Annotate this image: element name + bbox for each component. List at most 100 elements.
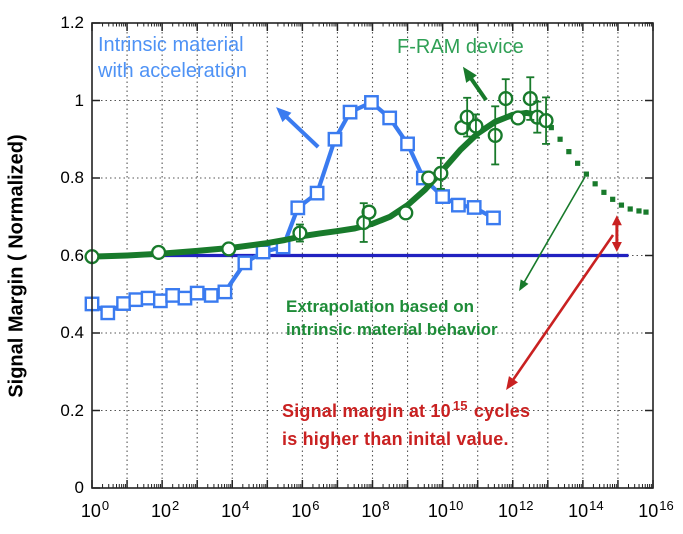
annotation-note-superscript: 15 xyxy=(452,398,468,413)
extrapolation-dot xyxy=(566,149,572,155)
blue-data-point xyxy=(486,210,501,226)
plot-border xyxy=(91,22,654,489)
y-tick-label: 1 xyxy=(74,90,84,110)
arrow-head xyxy=(462,66,477,83)
blue-data-point xyxy=(451,197,466,213)
blue-data-point xyxy=(116,296,131,311)
annotation-note-part1: Signal margin at 10 xyxy=(282,401,451,421)
x-tick-exponent: 2 xyxy=(172,498,180,513)
annotation-note-line2: is higher than inital value. xyxy=(282,429,509,449)
blue-data-point xyxy=(203,288,219,303)
signal-note-arrow xyxy=(509,234,615,385)
x-tick-exponent: 4 xyxy=(242,498,250,513)
green-data-point xyxy=(398,205,414,221)
intrinsic-label-arrow xyxy=(281,111,320,149)
arrow-head xyxy=(611,215,622,226)
blue-data-point xyxy=(217,284,233,300)
extrapolation-dot xyxy=(557,136,563,142)
blue-data-point xyxy=(100,305,116,321)
x-tick-base: 10 xyxy=(361,501,382,521)
annotation-fram-label: F-RAM device xyxy=(397,36,524,58)
blue-data-point xyxy=(152,293,168,309)
x-tick-exponent: 8 xyxy=(382,498,390,513)
arrow-head xyxy=(276,107,292,123)
x-tick-label: 1014 xyxy=(568,498,604,522)
x-tick-exponent: 16 xyxy=(659,498,674,513)
x-tick-label: 104 xyxy=(221,498,250,522)
x-tick-base: 10 xyxy=(498,501,519,521)
x-tick-label: 106 xyxy=(291,498,320,522)
annotation-note-part2: cycles xyxy=(468,401,531,421)
x-tick-exponent: 10 xyxy=(448,498,464,513)
blue-data-point xyxy=(128,292,144,308)
blue-data-point xyxy=(290,200,306,216)
green-data-point xyxy=(221,241,237,257)
blue-data-point xyxy=(140,290,156,306)
blue-data-point xyxy=(382,110,398,126)
green-data-point xyxy=(421,170,437,186)
x-tick-exponent: 6 xyxy=(312,498,320,513)
blue-data-point xyxy=(364,95,379,110)
y-tick-label: 0 xyxy=(74,478,84,497)
blue-data-point xyxy=(237,255,253,271)
x-tick-base: 10 xyxy=(221,501,242,521)
extrapolation-dot xyxy=(636,208,642,214)
x-tick-exponent: 0 xyxy=(101,498,110,513)
green-data-point xyxy=(361,204,377,220)
blue-series xyxy=(84,95,501,321)
blue-data-point xyxy=(342,104,358,120)
extrapolation-label-arrow xyxy=(521,176,586,286)
green-series-line xyxy=(89,109,550,260)
x-tick-label: 100 xyxy=(80,498,110,522)
annotation-extrapolation-line1: Extrapolation based on xyxy=(286,297,474,316)
blue-data-point xyxy=(466,200,482,215)
arrow-head xyxy=(506,376,518,390)
blue-data-point xyxy=(400,136,415,152)
y-tick-label: 0.2 xyxy=(60,400,84,420)
blue-data-point xyxy=(435,189,451,204)
error-bars xyxy=(295,76,551,243)
extrapolation-dot xyxy=(592,181,598,187)
blue-data-point xyxy=(189,285,205,301)
extrapolation-dot xyxy=(627,206,633,212)
green-data-point xyxy=(151,244,167,260)
y-tick-label: 0.6 xyxy=(60,245,84,265)
annotation-extrapolation: Extrapolation based on intrinsic materia… xyxy=(286,295,498,341)
x-tick-base: 10 xyxy=(80,501,101,521)
x-tick-label: 102 xyxy=(150,498,180,522)
x-tick-base: 10 xyxy=(638,501,659,521)
annotation-signal-margin-note: Signal margin at 10 15 cycles is higher t… xyxy=(282,398,530,453)
blue-data-point xyxy=(255,244,271,260)
blue-data-point xyxy=(309,185,325,201)
annotation-note-line1: Signal margin at 10 15 cycles xyxy=(282,398,530,426)
extrapolation-dot xyxy=(575,160,581,166)
green-data-point xyxy=(510,110,526,126)
annotation-arrows xyxy=(276,66,622,390)
annotation-intrinsic-material: Intrinsic material with acceleration xyxy=(98,32,247,84)
blue-data-point xyxy=(165,288,181,303)
x-tick-label: 108 xyxy=(361,498,390,522)
y-tick-label: 0.4 xyxy=(60,323,84,342)
x-tick-exponent: 12 xyxy=(519,498,534,513)
extrapolation-dot xyxy=(583,171,589,177)
extrapolation-dot xyxy=(618,202,625,208)
annotation-intrinsic-line1: Intrinsic material xyxy=(98,34,244,56)
extrapolation-dot xyxy=(548,125,554,131)
extrapolation-dot xyxy=(601,189,607,195)
arrow-head xyxy=(519,279,529,292)
extrapolation-dot xyxy=(643,209,649,215)
annotation-intrinsic-line2: with acceleration xyxy=(98,60,247,82)
x-tick-label: 1016 xyxy=(638,498,674,522)
x-tick-base: 10 xyxy=(568,501,589,521)
x-tick-base: 10 xyxy=(150,501,172,521)
extrapolation-dot xyxy=(610,196,616,202)
annotation-extrapolation-line2: intrinsic material behavior xyxy=(286,320,498,339)
x-tick-base: 10 xyxy=(291,501,312,521)
annotation-fram-device: F-RAM device xyxy=(397,36,524,59)
blue-data-point xyxy=(327,131,343,147)
green-series xyxy=(84,91,554,265)
y-tick-label: 1.2 xyxy=(60,13,84,32)
y-axis-title: Signal Margin ( Normalized) xyxy=(5,134,28,398)
arrow-head xyxy=(611,242,622,253)
